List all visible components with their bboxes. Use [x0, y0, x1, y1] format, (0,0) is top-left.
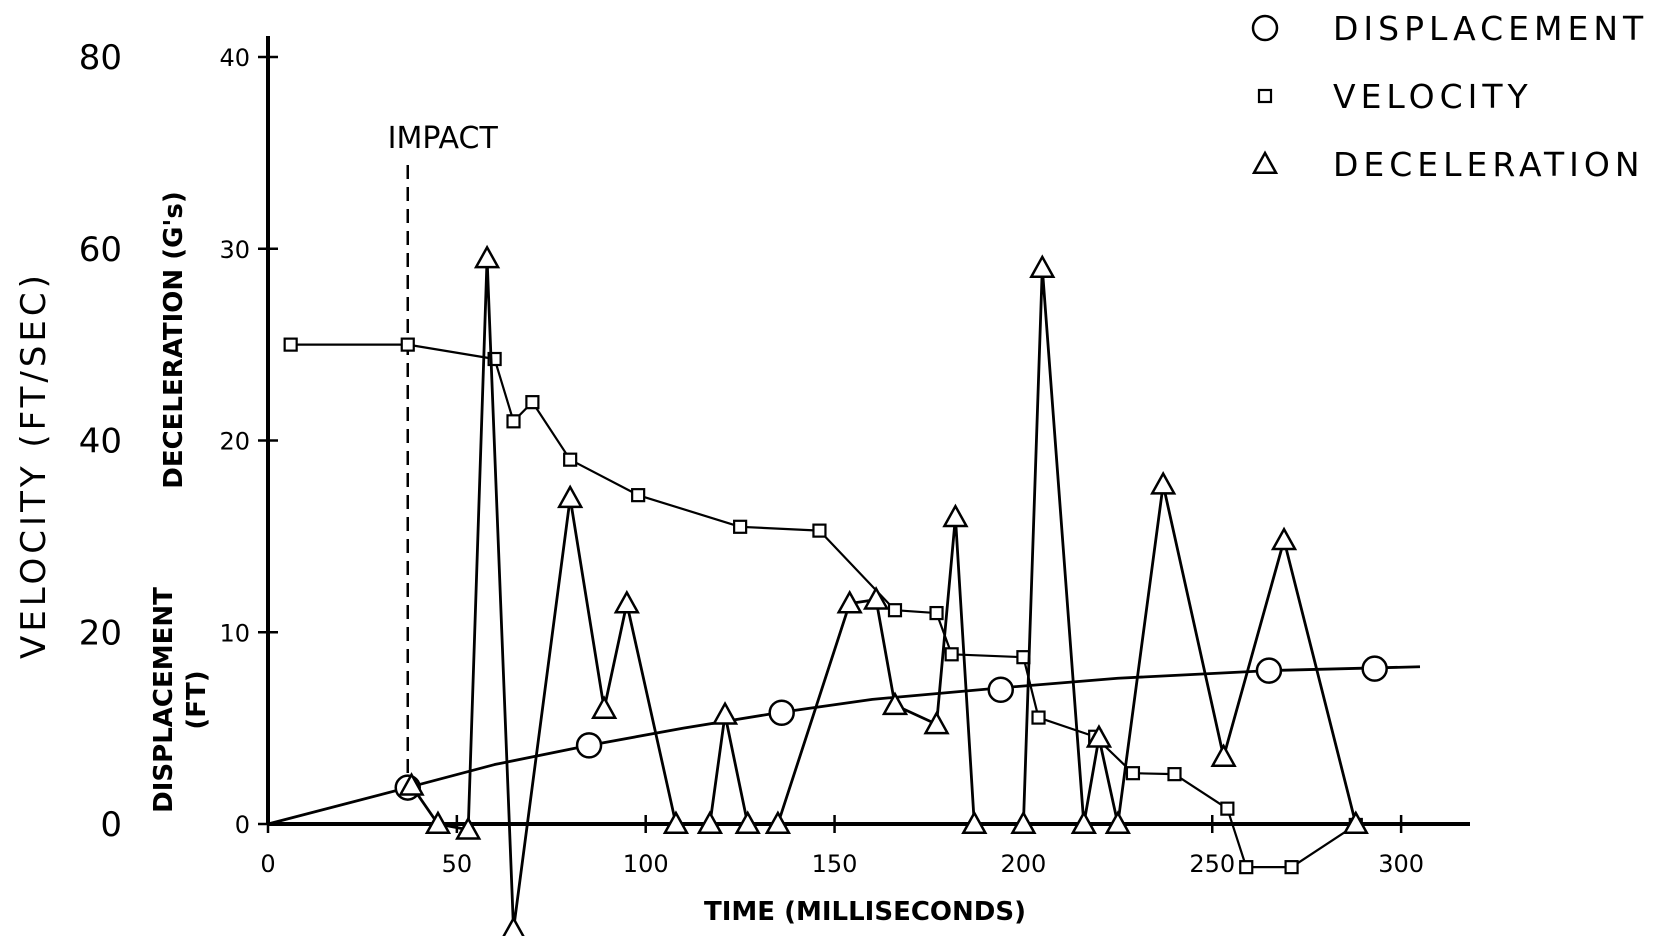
velocity-point — [631, 488, 646, 503]
legend: DISPLACEMENT VELOCITY DECELERATION — [1251, 9, 1648, 184]
displacement-axis-label: DISPLACEMENT — [149, 587, 179, 813]
velocity-point — [887, 603, 903, 618]
velocity-point — [1125, 766, 1141, 781]
velocity-line — [290, 343, 1357, 869]
displacement-point — [1361, 655, 1388, 682]
velocity-tick-label: 40 — [79, 422, 122, 462]
velocity-point — [812, 523, 827, 538]
series-velocity — [283, 337, 1363, 875]
deceleration-tick-label: 20 — [219, 428, 250, 456]
deceleration-point — [398, 772, 425, 796]
series-displacement — [267, 655, 1421, 826]
deceleration-point — [881, 691, 909, 716]
x-tick-label: 250 — [1189, 850, 1235, 878]
series-deceleration — [398, 244, 1369, 936]
deceleration-point — [923, 710, 950, 735]
deceleration-point — [764, 810, 792, 835]
x-tick-label: 300 — [1378, 850, 1424, 878]
deceleration-point — [1150, 471, 1177, 495]
legend-label: DISPLACEMENT — [1333, 9, 1648, 48]
velocity-point — [1167, 767, 1182, 782]
displacement-axis-unit: (FT) — [182, 670, 212, 729]
impact-annotation: IMPACT — [388, 121, 499, 790]
legend-label: VELOCITY — [1333, 77, 1533, 116]
deceleration-point — [473, 244, 501, 269]
deceleration-axis-label: DECELERATION (G's) — [159, 191, 189, 489]
deceleration-point — [734, 810, 761, 835]
velocity-point — [563, 452, 578, 467]
deceleration-point — [591, 695, 618, 719]
x-tick-label: 150 — [812, 850, 858, 878]
displacement-point — [987, 676, 1014, 704]
displacement-line — [267, 665, 1421, 826]
velocity-point — [525, 395, 540, 410]
deceleration-point — [836, 589, 863, 614]
velocity-point — [283, 337, 298, 352]
velocity-point — [1239, 860, 1254, 875]
x-tick-label: 100 — [623, 850, 669, 878]
deceleration-point — [1270, 526, 1298, 551]
deceleration-point — [1104, 810, 1131, 835]
displacement-point — [1255, 657, 1283, 684]
deceleration-point — [711, 701, 739, 725]
velocity-point — [400, 337, 415, 352]
deceleration-point — [424, 810, 452, 835]
velocity-point — [733, 519, 748, 534]
deceleration-point — [1085, 724, 1113, 748]
deceleration-point — [696, 810, 724, 835]
displacement-point — [768, 699, 795, 727]
legend-item: DECELERATION — [1251, 145, 1645, 184]
deceleration-point — [1029, 254, 1056, 278]
deceleration-point — [613, 589, 640, 614]
displacement-point — [575, 732, 603, 759]
velocity-tick-label: 20 — [79, 613, 122, 653]
velocity-point — [929, 605, 944, 621]
velocity-axis-label: VELOCITY (FT/SEC) — [14, 271, 54, 659]
x-axis-label: TIME (MILLISECONDS) — [704, 897, 1026, 927]
deceleration-point — [455, 816, 482, 840]
x-tick-label: 200 — [1001, 850, 1047, 878]
deceleration-tick-label: 30 — [219, 236, 250, 264]
deceleration-point — [961, 810, 988, 835]
velocity-tick-label: 80 — [79, 38, 122, 78]
impact-label: IMPACT — [388, 121, 499, 156]
velocity-point — [1284, 860, 1299, 875]
legend-item: VELOCITY — [1257, 77, 1533, 116]
x-tick-label: 50 — [442, 850, 473, 878]
velocity-tick-label: 60 — [79, 230, 122, 270]
legend-triangle-marker — [1251, 150, 1279, 175]
deceleration-point — [1342, 810, 1369, 835]
deceleration-point — [557, 484, 584, 509]
velocity-point — [944, 647, 959, 662]
deceleration-point — [502, 915, 525, 936]
velocity-point — [1031, 710, 1046, 725]
deceleration-point — [1070, 810, 1097, 835]
deceleration-point — [942, 503, 969, 528]
deceleration-line — [410, 256, 1358, 931]
legend-label: DECELERATION — [1333, 145, 1645, 184]
deceleration-point — [1010, 810, 1037, 835]
deceleration-point — [662, 810, 690, 835]
deceleration-point — [1210, 743, 1237, 767]
legend-square-marker — [1257, 88, 1273, 104]
deceleration-tick-label: 40 — [219, 44, 250, 72]
series-layer — [267, 244, 1421, 936]
plot-area: 0 50 100 150 200 250 300 0 10 20 30 40 0 20 40 60 80 IMP… — [79, 36, 1470, 936]
velocity-tick-label: 0 — [100, 805, 122, 845]
legend-item: DISPLACEMENT — [1251, 9, 1648, 48]
deceleration-tick-label: 10 — [219, 619, 250, 647]
deceleration-point — [862, 586, 890, 610]
velocity-point — [506, 414, 521, 429]
velocity-point — [1220, 801, 1235, 816]
deceleration-tick-label: 0 — [235, 811, 250, 839]
legend-circle-marker — [1251, 14, 1279, 42]
x-tick-label: 0 — [260, 850, 275, 878]
